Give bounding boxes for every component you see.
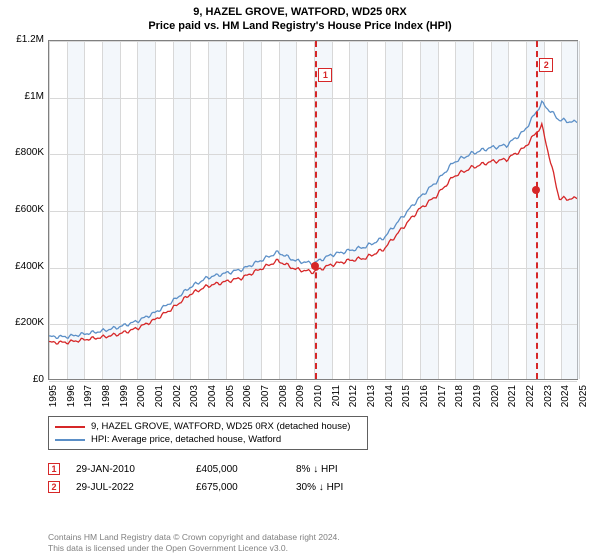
y-axis-label: £400K	[4, 261, 44, 272]
price-point-icon	[532, 186, 540, 194]
x-axis-label: 1996	[66, 385, 77, 415]
marker-date: 29-JUL-2022	[76, 482, 196, 493]
legend-label: 9, HAZEL GROVE, WATFORD, WD25 0RX (detac…	[91, 421, 350, 432]
marker-badge-icon: 1	[48, 463, 60, 475]
y-axis-label: £1M	[4, 91, 44, 102]
x-axis-label: 2003	[189, 385, 200, 415]
markers-table: 1 29-JAN-2010£405,0008% ↓ HPI 2 29-JUL-2022…	[48, 460, 396, 496]
x-axis-label: 2016	[419, 385, 430, 415]
x-axis-label: 2004	[207, 385, 218, 415]
x-axis-label: 2006	[242, 385, 253, 415]
x-axis-label: 2013	[366, 385, 377, 415]
x-axis-label: 1995	[48, 385, 59, 415]
x-axis-label: 2002	[172, 385, 183, 415]
x-axis-label: 2008	[278, 385, 289, 415]
x-axis-label: 2014	[384, 385, 395, 415]
y-axis-label: £800K	[4, 147, 44, 158]
x-axis-label: 1998	[101, 385, 112, 415]
x-axis-label: 2024	[560, 385, 571, 415]
y-axis-label: £1.2M	[4, 34, 44, 45]
legend: 9, HAZEL GROVE, WATFORD, WD25 0RX (detac…	[48, 416, 368, 450]
x-axis-label: 1997	[83, 385, 94, 415]
x-axis-label: 2025	[578, 385, 589, 415]
y-axis-label: £200K	[4, 317, 44, 328]
legend-item: HPI: Average price, detached house, Watf…	[55, 433, 361, 446]
marker-badge-icon: 2	[48, 481, 60, 493]
chart-plot-area: 12	[48, 40, 578, 380]
x-axis-label: 2021	[507, 385, 518, 415]
legend-swatch-icon	[55, 439, 85, 441]
x-axis-label: 2005	[225, 385, 236, 415]
legend-label: HPI: Average price, detached house, Watf…	[91, 434, 281, 445]
x-axis-label: 2007	[260, 385, 271, 415]
x-axis-label: 2009	[295, 385, 306, 415]
footer-attribution: Contains HM Land Registry data © Crown c…	[48, 532, 340, 554]
marker-row: 1 29-JAN-2010£405,0008% ↓ HPI	[48, 460, 396, 478]
marker-date: 29-JAN-2010	[76, 464, 196, 475]
legend-item: 9, HAZEL GROVE, WATFORD, WD25 0RX (detac…	[55, 420, 361, 433]
marker-diff: 8% ↓ HPI	[296, 464, 396, 475]
y-axis-label: £600K	[4, 204, 44, 215]
x-axis-label: 2023	[543, 385, 554, 415]
y-axis-label: £0	[4, 374, 44, 385]
x-axis-label: 2015	[401, 385, 412, 415]
footer-line-2: This data is licensed under the Open Gov…	[48, 543, 340, 554]
chart-title-2: Price paid vs. HM Land Registry's House …	[0, 18, 600, 36]
price-point-icon	[311, 262, 319, 270]
marker-price: £675,000	[196, 482, 296, 493]
x-axis-label: 2022	[525, 385, 536, 415]
marker-diff: 30% ↓ HPI	[296, 482, 396, 493]
x-axis-label: 2020	[490, 385, 501, 415]
event-marker-2: 2	[539, 58, 553, 72]
x-axis-label: 2000	[136, 385, 147, 415]
marker-price: £405,000	[196, 464, 296, 475]
x-axis-label: 1999	[119, 385, 130, 415]
x-axis-label: 2011	[331, 385, 342, 415]
x-axis-label: 2010	[313, 385, 324, 415]
legend-swatch-icon	[55, 426, 85, 428]
x-axis-label: 2012	[348, 385, 359, 415]
x-axis-label: 2018	[454, 385, 465, 415]
x-axis-label: 2019	[472, 385, 483, 415]
chart-title-1: 9, HAZEL GROVE, WATFORD, WD25 0RX	[0, 0, 600, 18]
event-marker-1: 1	[318, 68, 332, 82]
footer-line-1: Contains HM Land Registry data © Crown c…	[48, 532, 340, 543]
x-axis-label: 2001	[154, 385, 165, 415]
x-axis-label: 2017	[437, 385, 448, 415]
marker-row: 2 29-JUL-2022£675,00030% ↓ HPI	[48, 478, 396, 496]
